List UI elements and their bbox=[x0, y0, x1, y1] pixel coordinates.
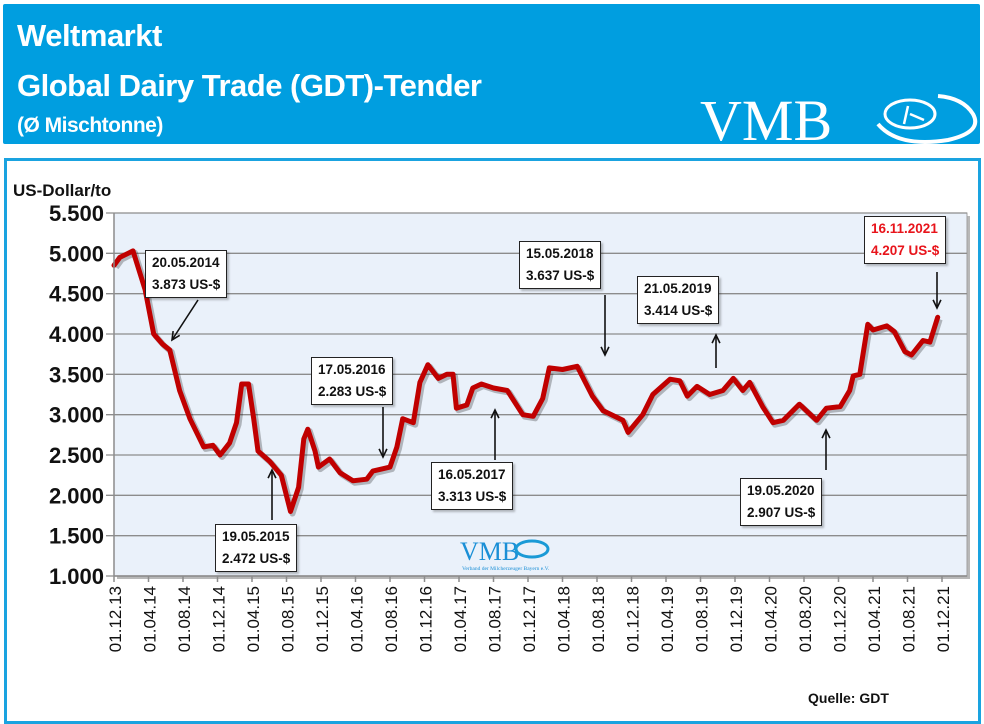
x-tick-label: 01.08.20 bbox=[796, 586, 815, 652]
x-tick-label: 01.12.18 bbox=[624, 586, 643, 652]
annotation-arrow bbox=[171, 299, 199, 341]
x-tick-label: 01.12.20 bbox=[831, 586, 850, 652]
subtitle: (Ø Mischtonne) bbox=[17, 114, 163, 137]
x-tick-label: 01.08.14 bbox=[175, 586, 194, 652]
title-line-2: Global Dairy Trade (GDT)-Tender bbox=[17, 68, 482, 103]
x-tick-label: 01.12.19 bbox=[727, 586, 746, 652]
x-tick-label: 01.12.15 bbox=[313, 586, 332, 652]
logo-drop-icon bbox=[876, 94, 978, 144]
x-tick-label: 01.04.19 bbox=[658, 586, 677, 652]
x-tick-label: 01.12.13 bbox=[106, 586, 125, 652]
annotation-value: 3.637 US-$ bbox=[526, 268, 595, 283]
annotation-date: 19.05.2015 bbox=[222, 529, 290, 544]
x-tick-label: 01.08.15 bbox=[279, 586, 298, 652]
y-tick-label: 4.000 bbox=[49, 322, 104, 347]
annotation-date: 17.05.2016 bbox=[318, 362, 386, 377]
arrowhead-icon bbox=[600, 346, 610, 357]
annotation-date: 19.05.2020 bbox=[747, 483, 815, 498]
annotation-value: 3.313 US-$ bbox=[438, 489, 507, 504]
x-tick-label: 01.12.16 bbox=[417, 586, 436, 652]
watermark-tagline: Verband der Milcherzeuger Bayern e.V. bbox=[462, 566, 550, 572]
annotation-value: 4.207 US-$ bbox=[871, 243, 940, 258]
vmb-logo: VMB bbox=[700, 88, 978, 146]
x-tick-label: 01.12.21 bbox=[934, 586, 953, 652]
series-line bbox=[111, 248, 941, 514]
annotation-date: 15.05.2018 bbox=[526, 246, 594, 261]
annotation-date: 21.05.2019 bbox=[644, 281, 712, 296]
arrowhead-icon bbox=[490, 408, 500, 419]
y-tick-label: 2.500 bbox=[49, 443, 104, 468]
header-banner: Weltmarkt Global Dairy Trade (GDT)-Tende… bbox=[3, 4, 980, 146]
watermark-drop-icon bbox=[514, 539, 550, 559]
annotation-value: 3.873 US-$ bbox=[152, 277, 221, 292]
arrowhead-icon bbox=[267, 468, 277, 479]
y-tick-label: 3.000 bbox=[49, 403, 104, 428]
x-tick-label: 01.04.21 bbox=[865, 586, 884, 652]
arrowhead-icon bbox=[378, 448, 388, 459]
x-tick-label: 01.04.17 bbox=[451, 586, 470, 652]
x-tick-label: 01.08.18 bbox=[589, 586, 608, 652]
annotation-box: 19.05.2015 2.472 US-$ bbox=[215, 524, 298, 572]
vmb-watermark: VMB Verband der Milcherzeuger Bayern e.V… bbox=[460, 537, 550, 572]
annotation-box: 19.05.2020 2.907 US-$ bbox=[740, 478, 823, 526]
x-tick-label: 01.12.17 bbox=[520, 586, 539, 652]
arrowhead-icon bbox=[932, 299, 942, 310]
y-tick-label: 1.000 bbox=[49, 564, 104, 589]
y-axis-label: US-Dollar/to bbox=[13, 181, 111, 200]
x-tick-label: 01.08.16 bbox=[382, 586, 401, 652]
annotation-value: 2.472 US-$ bbox=[222, 551, 291, 566]
arrowhead-icon bbox=[821, 428, 831, 439]
annotation-value: 2.907 US-$ bbox=[747, 505, 816, 520]
x-tick-label: 01.04.16 bbox=[348, 586, 367, 652]
y-tick-label: 5.000 bbox=[49, 241, 104, 266]
x-tick-label: 01.04.20 bbox=[762, 586, 781, 652]
annotation-box: 15.05.2018 3.637 US-$ bbox=[519, 241, 602, 289]
annotation-date: 16.05.2017 bbox=[438, 467, 506, 482]
y-tick-label: 2.000 bbox=[49, 483, 104, 508]
logo-text: VMB bbox=[700, 88, 832, 146]
x-tick-label: 01.12.14 bbox=[210, 586, 229, 652]
y-tick-label: 5.500 bbox=[49, 201, 104, 226]
x-tick-label: 01.08.21 bbox=[900, 586, 919, 652]
annotation-value: 3.414 US-$ bbox=[644, 303, 713, 318]
x-tick-label: 01.08.19 bbox=[693, 586, 712, 652]
arrowhead-icon bbox=[170, 330, 181, 342]
y-tick-label: 1.500 bbox=[49, 524, 104, 549]
annotation-box: 21.05.2019 3.414 US-$ bbox=[637, 276, 720, 324]
annotation-box: 16.05.2017 3.313 US-$ bbox=[431, 462, 514, 510]
source-label: Quelle: GDT bbox=[808, 690, 889, 706]
watermark-logo-text: VMB bbox=[460, 537, 519, 566]
annotation-value: 2.283 US-$ bbox=[318, 384, 387, 399]
x-tick-label: 01.08.17 bbox=[486, 586, 505, 652]
y-tick-label: 4.500 bbox=[49, 282, 104, 307]
annotation-box: 20.05.2014 3.873 US-$ bbox=[145, 250, 228, 298]
annotation-box: 17.05.2016 2.283 US-$ bbox=[311, 357, 394, 405]
arrowhead-icon bbox=[711, 333, 721, 344]
y-tick-label: 3.500 bbox=[49, 362, 104, 387]
title-line-1: Weltmarkt bbox=[17, 18, 162, 53]
x-tick-label: 01.04.18 bbox=[555, 586, 574, 652]
annotation-date: 20.05.2014 bbox=[152, 255, 220, 270]
annotation-date: 16.11.2021 bbox=[871, 221, 938, 236]
x-tick-label: 01.04.14 bbox=[141, 586, 160, 652]
annotation-box: 16.11.2021 4.207 US-$ bbox=[864, 216, 947, 264]
x-tick-label: 01.04.15 bbox=[244, 586, 263, 652]
